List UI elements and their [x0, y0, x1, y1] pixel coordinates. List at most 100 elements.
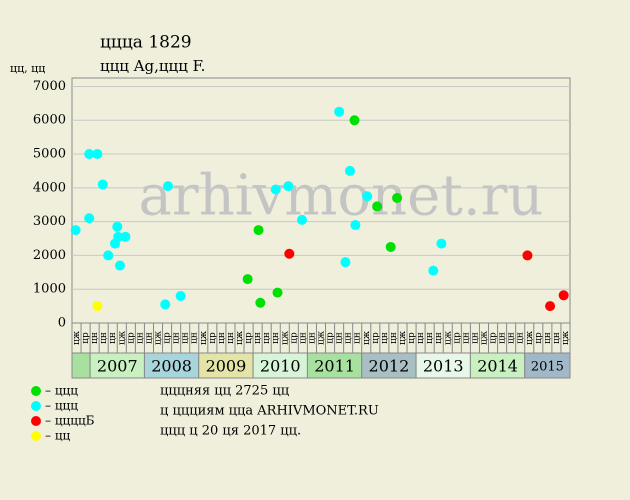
x-tick-label: цр: [163, 332, 173, 344]
note: цццняя цц 2725 цц: [160, 384, 289, 399]
x-tick-label: цр: [371, 332, 381, 344]
x-tick-label: цн: [226, 332, 236, 344]
x-tick-label: цж: [117, 330, 127, 345]
data-point: [253, 225, 264, 236]
x-tick-label: цн: [425, 332, 435, 344]
x-tick-label: цж: [443, 330, 453, 345]
year-cell: [524, 352, 571, 379]
x-tick-label: цр: [244, 332, 254, 344]
x-tick-label: цн: [90, 332, 100, 344]
legend-label: – ццццБ: [45, 414, 95, 428]
x-tick-label: цн: [552, 332, 562, 344]
x-tick-label: цн: [307, 332, 317, 344]
y-axis-label: цц, цц: [10, 62, 45, 75]
x-tick-label: цн: [516, 332, 526, 344]
x-tick-label: цн: [99, 332, 109, 344]
x-tick-label: цж: [561, 330, 571, 345]
x-tick-label: цн: [380, 332, 390, 344]
y-tick-label: 3000: [33, 214, 66, 229]
data-point: [428, 265, 439, 276]
chart-title: ццца 1829: [100, 33, 192, 53]
data-point: [103, 250, 114, 261]
data-point: [284, 248, 295, 259]
year-cell: [415, 352, 471, 379]
data-point: [436, 238, 447, 249]
x-tick-label: цн: [217, 332, 227, 344]
x-tick-label: цж: [362, 330, 372, 345]
x-tick-label: цн: [190, 332, 200, 344]
year-label: 2009: [206, 357, 247, 376]
data-point: [160, 299, 171, 310]
x-tick-label: цн: [416, 332, 426, 344]
chart-subtitle: ццц Ag,ццц F.: [100, 57, 205, 75]
x-label-area: [71, 322, 571, 354]
x-tick-label: цр: [81, 332, 91, 344]
x-tick-label: цн: [172, 332, 182, 344]
data-point: [270, 184, 281, 195]
legend-label: – цц: [45, 429, 71, 443]
x-tick-label: цн: [135, 332, 145, 344]
data-point: [120, 231, 131, 242]
y-tick-label: 7000: [33, 79, 66, 94]
data-point: [92, 301, 103, 312]
year-cell: [469, 352, 526, 379]
x-tick-label: цр: [407, 332, 417, 344]
year-cell: [71, 352, 91, 379]
plot-area: [71, 77, 571, 324]
x-tick-label: цж: [72, 330, 82, 345]
data-point: [350, 220, 361, 230]
data-point: [97, 179, 108, 190]
data-point: [545, 301, 556, 312]
x-tick-label: цр: [489, 332, 499, 344]
data-point: [392, 192, 403, 203]
data-point: [92, 149, 103, 160]
data-point: [84, 213, 95, 224]
x-tick-label: цн: [262, 332, 272, 344]
year-cell: [252, 352, 308, 379]
data-point: [372, 201, 383, 212]
year-label: 2010: [260, 357, 301, 376]
x-tick-label: цн: [271, 332, 281, 344]
data-point: [175, 290, 186, 301]
x-tick-label: цр: [452, 332, 462, 344]
x-tick-label: цж: [280, 330, 290, 345]
y-tick-label: 6000: [33, 113, 66, 128]
year-label: 2011: [314, 357, 355, 376]
legend-marker: [31, 416, 41, 426]
data-point: [272, 287, 283, 298]
x-tick-label: цн: [507, 332, 517, 344]
x-tick-label: цн: [335, 332, 345, 344]
year-cell: [198, 352, 254, 379]
data-point: [340, 257, 351, 268]
data-point: [255, 297, 266, 308]
watermark: arhivmonet.ru: [139, 164, 544, 229]
y-tick-label: 1000: [33, 282, 66, 297]
data-point: [344, 165, 355, 176]
data-point: [162, 181, 173, 192]
legend-marker: [31, 431, 41, 441]
x-tick-label: цж: [479, 330, 489, 345]
data-point: [558, 290, 569, 301]
x-tick-label: цн: [344, 332, 354, 344]
x-tick-label: цн: [470, 332, 480, 344]
data-point: [385, 241, 396, 252]
year-cell: [361, 352, 417, 379]
data-point: [349, 115, 360, 126]
legend-label: – ццц: [45, 399, 78, 413]
y-tick-label: 0: [58, 316, 66, 331]
legend-marker: [31, 386, 41, 396]
data-point: [112, 221, 123, 232]
year-label: 2015: [531, 360, 564, 375]
data-point: [522, 250, 533, 261]
data-point: [334, 106, 345, 117]
year-label: 2007: [97, 357, 138, 376]
x-tick-label: цн: [253, 332, 263, 344]
x-tick-label: цж: [199, 330, 209, 345]
data-point: [70, 225, 81, 236]
legend-label: – ццц: [45, 384, 78, 398]
x-tick-label: цн: [298, 332, 308, 344]
y-tick-label: 5000: [33, 147, 66, 162]
x-tick-label: цр: [534, 332, 544, 344]
legend-marker: [31, 401, 41, 411]
